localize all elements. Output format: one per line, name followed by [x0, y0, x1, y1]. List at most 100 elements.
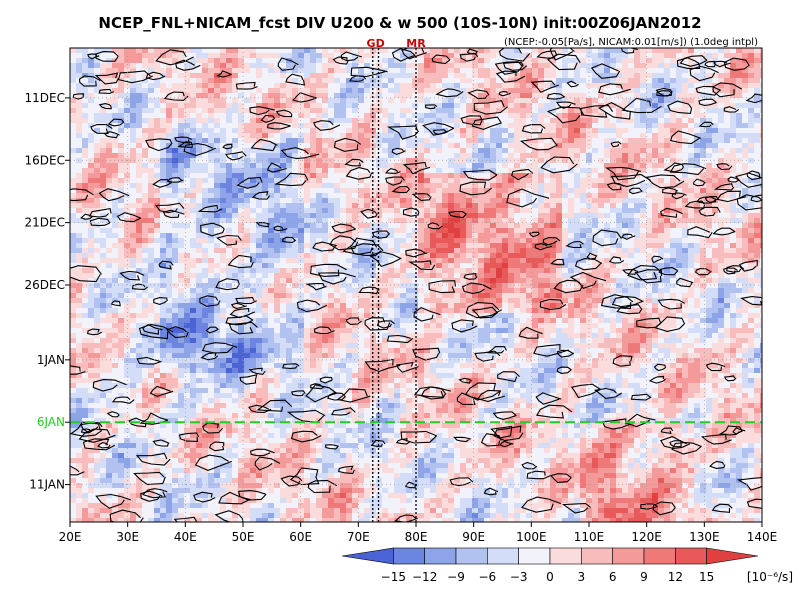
field-cell	[208, 248, 215, 254]
field-cell	[76, 133, 83, 139]
field-cell	[586, 253, 593, 259]
field-cell	[706, 98, 713, 104]
field-cell	[202, 83, 209, 89]
field-cell	[562, 153, 569, 159]
field-cell	[124, 213, 131, 219]
field-cell	[694, 223, 701, 229]
field-cell	[508, 88, 515, 94]
field-cell	[280, 63, 287, 69]
field-cell	[454, 183, 461, 189]
field-cell	[574, 58, 581, 64]
field-cell	[400, 68, 407, 74]
field-cell	[316, 143, 323, 149]
field-cell	[454, 243, 461, 249]
field-cell	[172, 183, 179, 189]
field-cell	[454, 188, 461, 194]
field-cell	[424, 78, 431, 84]
field-cell	[178, 88, 185, 94]
field-cell	[694, 103, 701, 109]
field-cell	[160, 228, 167, 234]
field-cell	[670, 183, 677, 189]
field-cell	[298, 48, 305, 54]
field-cell	[70, 173, 77, 179]
field-cell	[148, 258, 155, 264]
field-cell	[454, 108, 461, 114]
field-cell	[448, 48, 455, 54]
field-cell	[220, 198, 227, 204]
field-cell	[334, 128, 341, 134]
field-cell	[646, 73, 653, 79]
field-cell	[736, 203, 743, 209]
field-cell	[700, 228, 707, 234]
field-cell	[508, 223, 515, 229]
field-cell	[106, 63, 113, 69]
field-cell	[160, 83, 167, 89]
field-cell	[580, 83, 587, 89]
field-cell	[418, 58, 425, 64]
field-cell	[124, 143, 131, 149]
field-cell	[466, 88, 473, 94]
field-cell	[322, 53, 329, 59]
field-cell	[280, 228, 287, 234]
field-cell	[712, 213, 719, 219]
field-cell	[418, 163, 425, 169]
field-cell	[640, 133, 647, 139]
field-cell	[304, 218, 311, 224]
field-cell	[178, 128, 185, 134]
field-cell	[586, 93, 593, 99]
field-cell	[148, 153, 155, 159]
field-cell	[436, 163, 443, 169]
field-cell	[388, 258, 395, 264]
field-cell	[424, 108, 431, 114]
field-cell	[94, 178, 101, 184]
field-cell	[106, 73, 113, 79]
field-cell	[574, 168, 581, 174]
chart-title: NCEP_FNL+NICAM_fcst DIV U200 & w 500 (10…	[98, 14, 701, 32]
field-cell	[382, 218, 389, 224]
field-cell	[436, 233, 443, 239]
field-cell	[718, 143, 725, 149]
field-cell	[424, 203, 431, 209]
field-cell	[328, 103, 335, 109]
field-cell	[520, 188, 527, 194]
field-cell	[598, 258, 605, 264]
field-cell	[214, 228, 221, 234]
field-cell	[304, 243, 311, 249]
field-cell	[250, 68, 257, 74]
field-cell	[214, 58, 221, 64]
field-cell	[172, 108, 179, 114]
field-cell	[376, 53, 383, 59]
field-cell	[556, 78, 563, 84]
field-cell	[658, 238, 665, 244]
field-cell	[676, 103, 683, 109]
field-cell	[220, 48, 227, 54]
field-cell	[568, 113, 575, 119]
field-cell	[430, 198, 437, 204]
field-cell	[760, 148, 762, 154]
field-cell	[196, 178, 203, 184]
field-cell	[592, 88, 599, 94]
field-cell	[526, 83, 533, 89]
field-cell	[574, 243, 581, 249]
field-cell	[214, 63, 221, 69]
field-cell	[244, 178, 251, 184]
field-cell	[286, 158, 293, 164]
field-cell	[328, 63, 335, 69]
field-cell	[250, 178, 257, 184]
field-cell	[142, 233, 149, 239]
field-cell	[400, 113, 407, 119]
field-cell	[100, 248, 107, 254]
field-cell	[358, 88, 365, 94]
field-cell	[256, 183, 263, 189]
field-cell	[76, 53, 83, 59]
field-cell	[562, 73, 569, 79]
field-cell	[208, 173, 215, 179]
field-cell	[388, 143, 395, 149]
field-cell	[358, 138, 365, 144]
field-cell	[568, 248, 575, 254]
field-cell	[376, 188, 383, 194]
field-cell	[244, 93, 251, 99]
field-cell	[730, 248, 737, 254]
field-cell	[310, 48, 317, 54]
